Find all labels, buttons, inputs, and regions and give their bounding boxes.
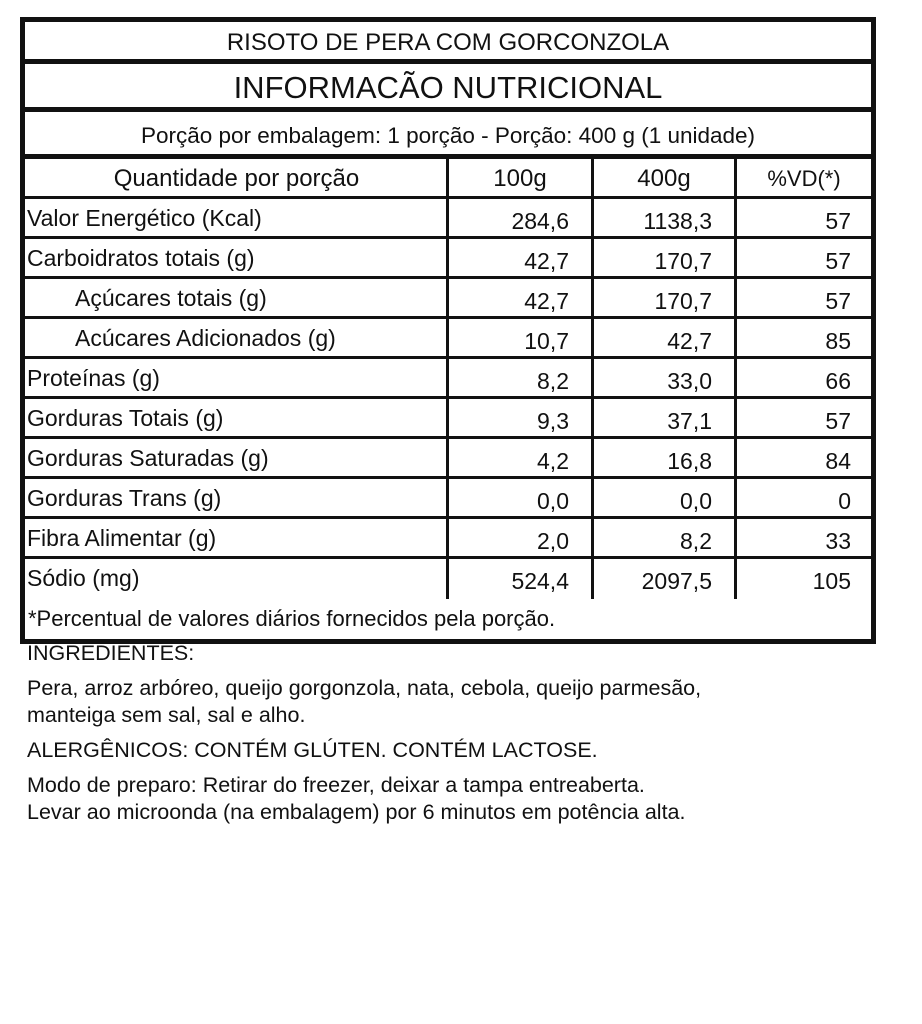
value-vd: 57 (825, 248, 851, 274)
value-400g: 170,7 (594, 239, 737, 276)
ingredients-line-2: manteiga sem sal, sal e alho. (27, 703, 306, 727)
product-title-row: RISOTO DE PERA COM GORCONZOLA (25, 22, 871, 64)
nutrient-name: Gorduras Totais (g) (25, 399, 449, 436)
nutrient-name: Açúcares totais (g) (25, 279, 449, 316)
value-vd: 33 (825, 528, 851, 554)
nutrient-row: Gorduras Trans (g) 0,0 0,0 0 (25, 479, 871, 519)
nutrition-heading: INFORMACÃO NUTRICIONAL (233, 70, 663, 105)
column-header-quantity: Quantidade por porção (25, 159, 449, 196)
value-400g: 0,0 (594, 479, 737, 516)
nutrient-row: Proteínas (g) 8,2 33,0 66 (25, 359, 871, 399)
value-400g: 2097,5 (594, 559, 737, 599)
value-400g: 1138,3 (594, 199, 737, 236)
value-vd: 57 (825, 208, 851, 234)
footnote: *Percentual de valores diários fornecido… (28, 606, 556, 631)
column-header-400g: 400g (594, 159, 737, 196)
prep-line-2: Levar ao microonda (na embalagem) por 6 … (27, 800, 686, 824)
value-100g: 42,7 (449, 279, 594, 316)
value-400g: 37,1 (594, 399, 737, 436)
nutrient-row: Sódio (mg) 524,4 2097,5 105 (25, 559, 871, 599)
value-vd: 57 (825, 288, 851, 314)
value-400g: 170,7 (594, 279, 737, 316)
value-vd: 0 (838, 488, 851, 514)
value-vd: 84 (825, 448, 851, 474)
product-title: RISOTO DE PERA COM GORCONZOLA (226, 29, 670, 56)
nutrient-name: Acúcares Adicionados (g) (25, 319, 449, 356)
value-vd: 105 (812, 568, 851, 594)
prep-line-1: Modo de preparo: Retirar do freezer, dei… (27, 773, 645, 797)
value-100g: 10,7 (449, 319, 594, 356)
heading-row: INFORMACÃO NUTRICIONAL (25, 64, 871, 112)
nutrient-name: Gorduras Saturadas (g) (25, 439, 449, 476)
value-100g: 9,3 (449, 399, 594, 436)
value-400g: 8,2 (594, 519, 737, 556)
nutrient-row: Carboidratos totais (g) 42,7 170,7 57 (25, 239, 871, 279)
value-100g: 2,0 (449, 519, 594, 556)
value-100g: 284,6 (449, 199, 594, 236)
column-header-vd: %VD(*) (767, 166, 841, 191)
product-details: INGREDIENTES: Pera, arroz arbóreo, queij… (27, 640, 922, 826)
nutrient-name: Carboidratos totais (g) (25, 239, 449, 276)
nutrient-name: Proteínas (g) (25, 359, 449, 396)
value-100g: 0,0 (449, 479, 594, 516)
column-header-100g: 100g (449, 159, 594, 196)
value-400g: 33,0 (594, 359, 737, 396)
nutrient-row: Acúcares Adicionados (g) 10,7 42,7 85 (25, 319, 871, 359)
value-vd: 57 (825, 408, 851, 434)
column-header-row: Quantidade por porção 100g 400g %VD(*) (25, 159, 871, 199)
value-vd: 66 (825, 368, 851, 394)
footnote-row: *Percentual de valores diários fornecido… (25, 599, 871, 639)
nutrient-row: Fibra Alimentar (g) 2,0 8,2 33 (25, 519, 871, 559)
value-100g: 8,2 (449, 359, 594, 396)
nutrient-row: Açúcares totais (g) 42,7 170,7 57 (25, 279, 871, 319)
nutrient-name: Sódio (mg) (25, 559, 449, 599)
value-100g: 4,2 (449, 439, 594, 476)
nutrient-name: Gorduras Trans (g) (25, 479, 449, 516)
nutrient-row: Gorduras Totais (g) 9,3 37,1 57 (25, 399, 871, 439)
portion-row: Porção por embalagem: 1 porção - Porção:… (25, 112, 871, 159)
value-400g: 42,7 (594, 319, 737, 356)
ingredients-label: INGREDIENTES: (27, 641, 195, 665)
portion-text: Porção por embalagem: 1 porção - Porção:… (140, 123, 756, 148)
value-400g: 16,8 (594, 439, 737, 476)
value-100g: 524,4 (449, 559, 594, 599)
value-100g: 42,7 (449, 239, 594, 276)
nutrient-name: Valor Energético (Kcal) (25, 199, 449, 236)
allergens: ALERGÊNICOS: CONTÉM GLÚTEN. CONTÉM LACTO… (27, 738, 598, 762)
nutrient-row: Valor Energético (Kcal) 284,6 1138,3 57 (25, 199, 871, 239)
ingredients-line-1: Pera, arroz arbóreo, queijo gorgonzola, … (27, 676, 702, 700)
value-vd: 85 (825, 328, 851, 354)
nutrient-name: Fibra Alimentar (g) (25, 519, 449, 556)
nutrition-table: RISOTO DE PERA COM GORCONZOLA INFORMACÃO… (20, 17, 876, 644)
nutrient-row: Gorduras Saturadas (g) 4,2 16,8 84 (25, 439, 871, 479)
